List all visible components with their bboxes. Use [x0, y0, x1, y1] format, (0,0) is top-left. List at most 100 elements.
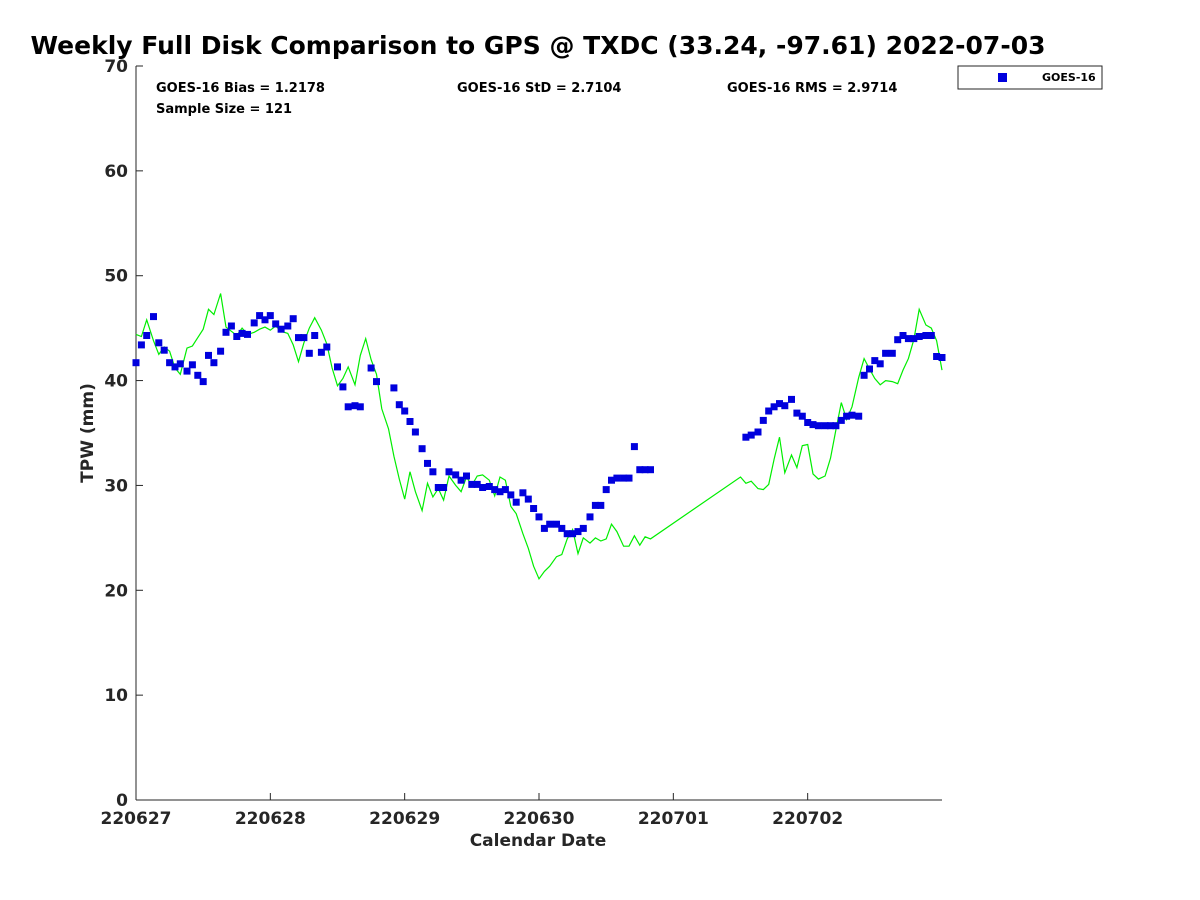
goes16-point	[776, 400, 783, 408]
goes16-point	[809, 421, 817, 429]
chart-title: Weekly Full Disk Comparison to GPS @ TXD…	[30, 31, 1045, 60]
goes16-point	[904, 335, 912, 343]
y-tick-label: 50	[104, 267, 128, 287]
goes16-point	[250, 319, 258, 327]
x-tick-label: 220702	[772, 809, 843, 829]
goes16-point	[311, 332, 319, 339]
goes16-point	[284, 322, 292, 330]
goes16-point	[166, 359, 174, 367]
goes16-point	[927, 332, 935, 339]
goes16-point	[390, 384, 398, 392]
goes16-point	[261, 316, 269, 324]
goes16-point	[636, 466, 644, 474]
goes16-point	[300, 334, 308, 342]
goes16-point	[519, 489, 527, 497]
goes16-point	[910, 335, 918, 343]
rms-stat: GOES-16 RMS = 2.9714	[727, 81, 897, 96]
goes16-point	[747, 431, 755, 439]
goes16-point	[894, 336, 902, 344]
goes16-point	[821, 422, 829, 430]
goes16-point	[457, 476, 465, 484]
goes16-point	[759, 416, 767, 424]
goes16-point	[256, 312, 264, 320]
goes16-point	[440, 484, 448, 491]
goes16-points	[132, 312, 946, 538]
goes16-point	[871, 357, 879, 365]
goes16-point	[781, 402, 789, 410]
goes16-point	[915, 333, 923, 340]
goes16-point	[933, 353, 941, 360]
goes16-point	[317, 348, 325, 356]
goes16-point	[512, 498, 520, 506]
goes16-point	[210, 359, 218, 367]
x-tick-label: 220628	[235, 809, 306, 829]
goes16-point	[411, 428, 419, 436]
goes16-point	[424, 459, 431, 467]
goes16-point	[491, 486, 499, 494]
goes16-point	[620, 474, 628, 482]
goes16-point	[277, 325, 285, 333]
plot-area	[132, 293, 946, 581]
goes16-point	[591, 501, 599, 509]
goes16-point	[238, 329, 246, 337]
x-tick-label: 220629	[369, 809, 440, 829]
goes16-point	[540, 524, 548, 532]
goes16-point	[770, 403, 778, 411]
goes16-point	[176, 360, 184, 368]
goes16-point	[334, 363, 341, 371]
goes16-point	[244, 330, 251, 338]
goes16-point	[546, 520, 554, 528]
goes16-point	[463, 472, 470, 480]
goes16-point	[295, 334, 302, 342]
goes16-point	[452, 471, 460, 479]
legend-box	[957, 65, 1103, 90]
goes16-point	[418, 445, 426, 453]
goes16-point	[194, 371, 202, 379]
x-tick-label: 220630	[504, 809, 575, 829]
goes16-point	[479, 484, 487, 491]
y-tick-label: 60	[104, 162, 128, 182]
goes16-point	[188, 361, 196, 369]
goes16-point	[647, 466, 654, 474]
goes16-point	[150, 313, 157, 321]
goes16-point	[222, 328, 230, 336]
bias-stat: GOES-16 Bias = 1.2178	[156, 81, 325, 96]
goes16-point	[266, 312, 274, 320]
goes16-point	[888, 349, 896, 357]
goes16-point	[367, 364, 375, 372]
goes16-point	[922, 332, 930, 339]
goes16-point	[876, 360, 884, 368]
x-axis-label: Calendar Date	[470, 831, 607, 851]
goes16-point	[765, 407, 773, 415]
goes16-point	[356, 403, 364, 411]
goes16-point	[742, 433, 750, 441]
goes16-point	[625, 474, 633, 482]
y-tick-label: 30	[104, 476, 128, 496]
goes16-point	[501, 486, 509, 494]
goes16-point	[171, 363, 179, 371]
goes16-point	[473, 480, 481, 488]
goes16-point	[496, 488, 504, 496]
goes16-point	[217, 347, 225, 355]
x-ticks: 220627 220628 220629 220630 220701 220702	[101, 793, 843, 829]
goes16-point	[406, 418, 414, 425]
goes16-point	[848, 411, 856, 419]
goes16-point	[553, 520, 560, 528]
goes16-point	[597, 501, 605, 509]
goes16-point	[429, 468, 437, 476]
goes16-point	[160, 346, 168, 354]
sample-size-stat: Sample Size = 121	[156, 102, 292, 117]
goes16-point	[155, 339, 163, 347]
goes16-point	[272, 320, 280, 328]
goes16-point	[586, 513, 594, 521]
goes16-point	[837, 416, 845, 424]
goes16-point	[199, 378, 207, 386]
goes16-point	[205, 351, 212, 359]
goes16-point	[227, 322, 235, 330]
goes16-point	[569, 530, 577, 538]
goes16-point	[434, 484, 442, 491]
goes16-point	[630, 443, 638, 451]
goes16-point	[798, 412, 806, 420]
goes16-point	[788, 395, 795, 403]
